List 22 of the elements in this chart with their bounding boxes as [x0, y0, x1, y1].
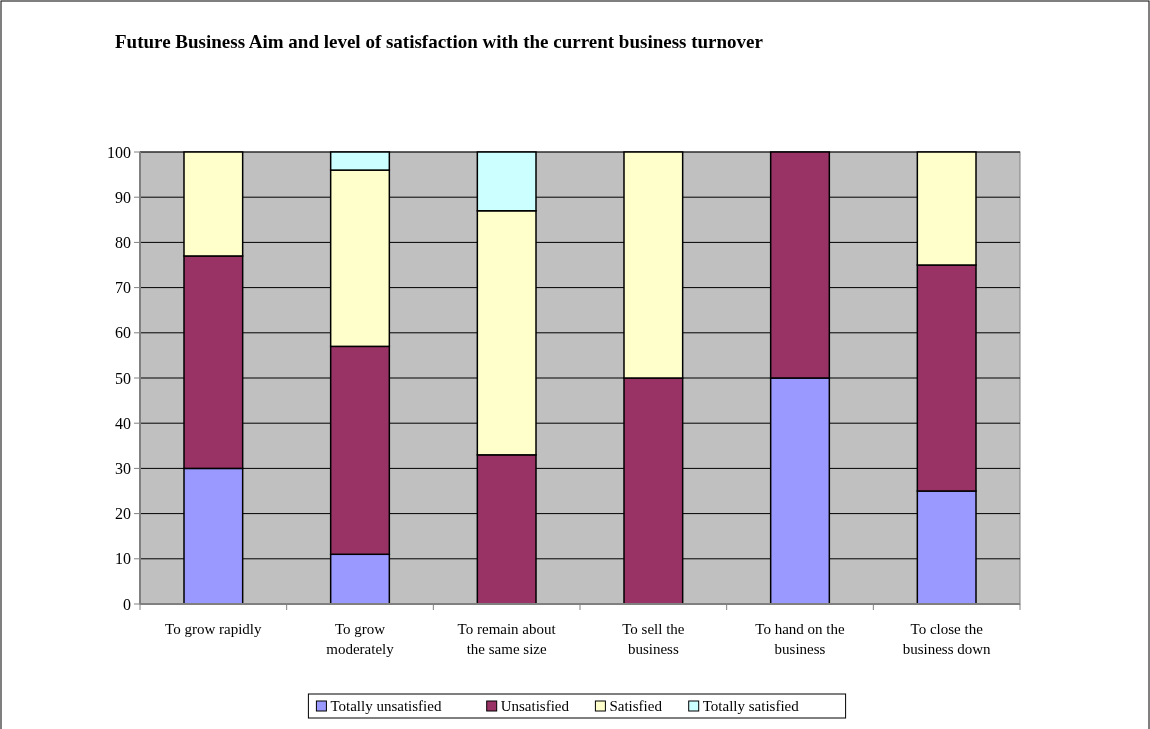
x-tick-label: To sell the business — [622, 621, 685, 657]
y-tick-label: 20 — [115, 505, 131, 523]
chart-title: Future Business Aim and level of satisfaction with the current business turnover — [115, 31, 764, 52]
x-tick-label: To grow moderately — [326, 621, 395, 657]
x-tick-label: To remain about the same size — [457, 621, 557, 657]
x-tick-label: To close the business down — [902, 621, 992, 657]
y-tick-label: 80 — [115, 234, 131, 251]
x-tick-label: To hand on the business — [755, 621, 846, 657]
legend-label: Totally satisfied — [702, 698, 800, 715]
y-tick-label: 40 — [115, 414, 131, 432]
legend-label: Satisfied — [609, 698, 663, 715]
y-tick-label: 30 — [115, 460, 131, 477]
y-tick-label: 90 — [115, 188, 131, 206]
y-tick-label: 100 — [107, 143, 131, 161]
legend-label: Totally unsatisfied — [330, 698, 442, 715]
y-tick-label: 50 — [115, 369, 131, 387]
legend-label: Unsatisfied — [500, 698, 570, 715]
y-tick-label: 0 — [123, 595, 131, 613]
y-tick-label: 10 — [115, 550, 131, 568]
y-tick-label: 60 — [115, 324, 131, 342]
y-tick-label: 70 — [115, 279, 131, 297]
x-tick-label: To grow rapidly — [165, 621, 263, 637]
